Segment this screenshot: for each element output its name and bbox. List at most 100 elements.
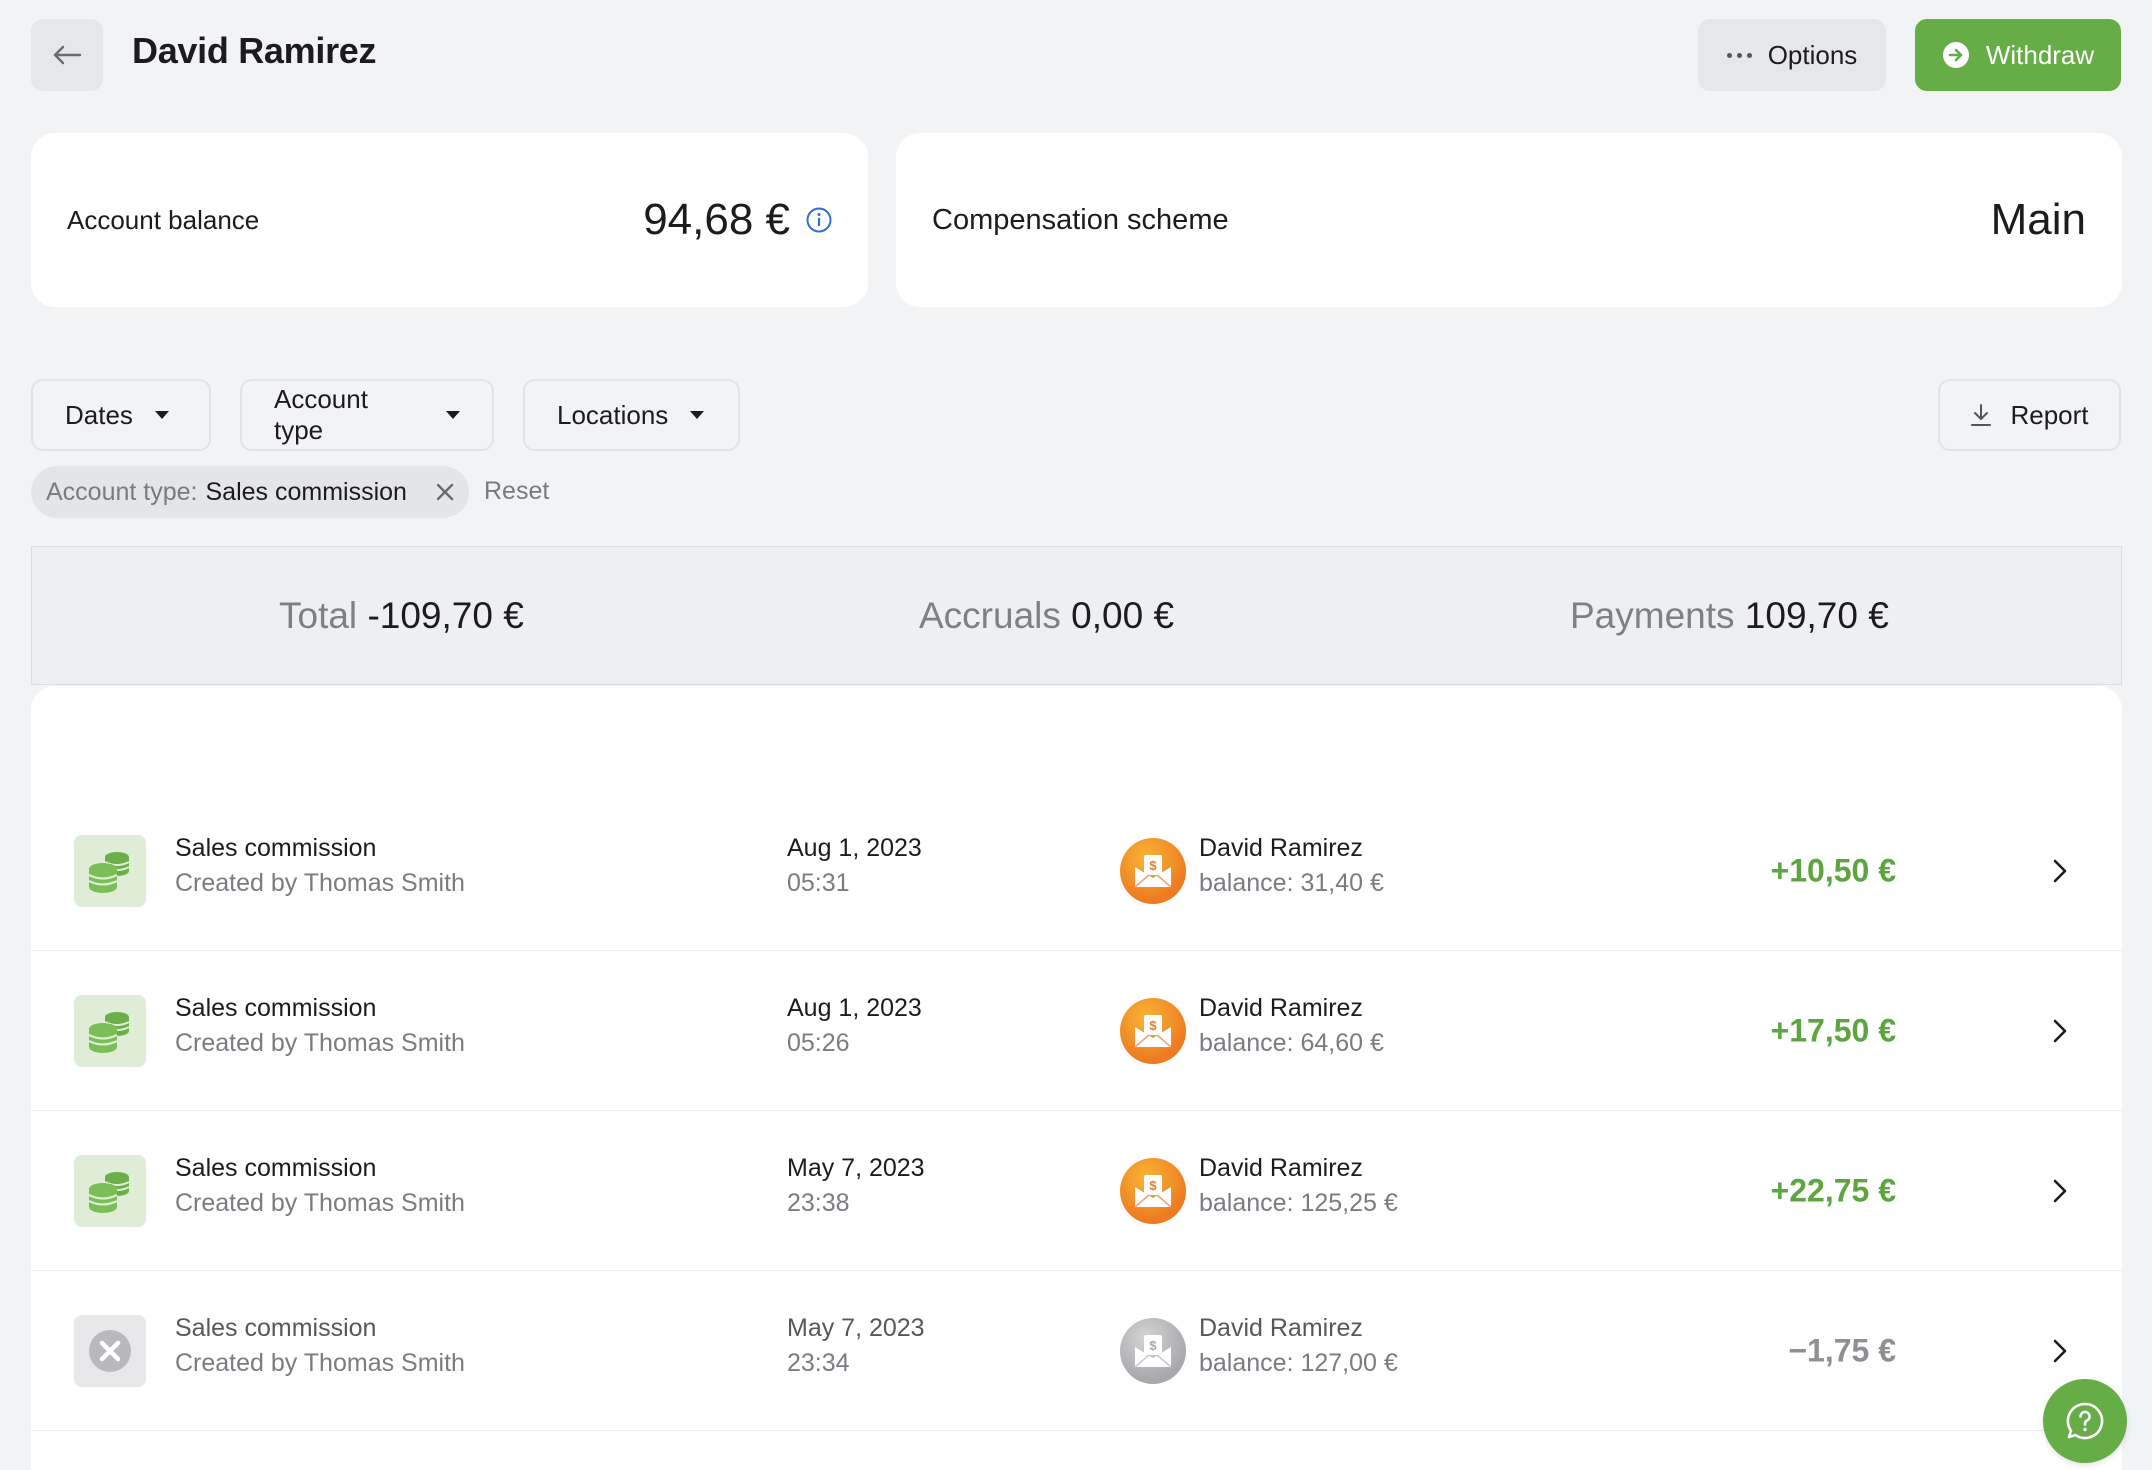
transaction-title: Sales commission <box>175 1314 377 1342</box>
report-label: Report <box>2010 399 2089 430</box>
x-circle-icon <box>74 1314 146 1387</box>
account-balance-label: Account balance <box>67 204 260 235</box>
payments-label: Payments <box>1570 595 1735 636</box>
transaction-creator: Created by Thomas Smith <box>175 869 465 897</box>
back-button[interactable] <box>31 19 103 91</box>
transaction-title: Sales commission <box>175 834 377 862</box>
arrow-circle-right-icon <box>1942 41 1970 69</box>
help-chat-button[interactable] <box>2043 1379 2127 1463</box>
svg-text:$: $ <box>1149 1178 1157 1193</box>
coins-icon <box>74 994 146 1067</box>
page-title: David Ramirez <box>132 30 377 71</box>
locations-filter-label: Locations <box>557 399 669 430</box>
chevron-right-icon[interactable] <box>2052 1178 2068 1204</box>
transaction-date: May 7, 2023 <box>787 1314 925 1342</box>
report-button[interactable]: Report <box>1938 379 2121 451</box>
transactions-list: Sales commission Created by Thomas Smith… <box>31 686 2122 1470</box>
chevron-right-icon[interactable] <box>2052 858 2068 884</box>
accruals-value: 0,00 € <box>1071 595 1175 636</box>
transaction-row[interactable]: Sales commission Created by Thomas Smith… <box>31 1271 2122 1431</box>
totals-bar: Total -109,70 € Accruals 0,00 € Payments… <box>31 546 2122 685</box>
transaction-amount: +17,50 € <box>1770 1012 1896 1048</box>
locations-filter[interactable]: Locations <box>523 379 740 451</box>
coins-icon <box>74 1154 146 1227</box>
transaction-amount: +10,50 € <box>1770 852 1896 888</box>
person-balance: balance: 127,00 € <box>1199 1349 1398 1377</box>
caret-down-icon <box>154 411 169 419</box>
person-info: David Ramirez balance: 127,00 € <box>1199 1311 1398 1381</box>
svg-text:$: $ <box>1149 1018 1157 1033</box>
withdraw-label: Withdraw <box>1985 39 2095 70</box>
transaction-row[interactable]: Sales commission Created by Thomas Smith… <box>31 951 2122 1111</box>
withdraw-button[interactable]: Withdraw <box>1915 19 2121 91</box>
transaction-datetime: May 7, 2023 23:34 <box>787 1311 925 1381</box>
person-info: David Ramirez balance: 31,40 € <box>1199 831 1384 901</box>
transaction-row[interactable]: Sales commission Created by Thomas Smith… <box>31 791 2122 951</box>
options-button[interactable]: Options <box>1698 19 1886 91</box>
transaction-info: Sales commission Created by Thomas Smith <box>175 1151 465 1221</box>
transaction-title: Sales commission <box>175 994 377 1022</box>
chevron-right-icon[interactable] <box>2052 1338 2068 1364</box>
transaction-time: 23:38 <box>787 1189 850 1217</box>
transaction-amount: −1,75 € <box>1788 1332 1896 1368</box>
download-icon <box>1970 403 1992 427</box>
transaction-date: Aug 1, 2023 <box>787 834 922 862</box>
options-label: Options <box>1767 39 1858 70</box>
transaction-creator: Created by Thomas Smith <box>175 1349 465 1377</box>
chip-value: Sales commission <box>205 477 407 506</box>
money-envelope-icon: $ <box>1120 1157 1186 1224</box>
payments-summary: Payments 109,70 € <box>1570 595 1889 637</box>
transaction-info: Sales commission Created by Thomas Smith <box>175 831 465 901</box>
chevron-right-icon[interactable] <box>2052 1018 2068 1044</box>
dates-filter[interactable]: Dates <box>31 379 211 451</box>
active-filter-chip: Account type: Sales commission <box>31 466 469 518</box>
coins-icon <box>74 834 146 907</box>
transaction-title: Sales commission <box>175 1154 377 1182</box>
total-value: -109,70 € <box>367 595 524 636</box>
transaction-time: 05:31 <box>787 869 850 897</box>
person-name: David Ramirez <box>1199 1154 1363 1182</box>
person-balance: balance: 125,25 € <box>1199 1189 1398 1217</box>
transaction-date: May 7, 2023 <box>787 1154 925 1182</box>
chip-key: Account type: <box>46 477 198 506</box>
svg-text:$: $ <box>1149 1338 1157 1353</box>
transaction-info: Sales commission Created by Thomas Smith <box>175 1311 465 1381</box>
reset-filters-link[interactable]: Reset <box>484 477 550 505</box>
total-summary: Total -109,70 € <box>279 595 524 637</box>
transaction-row[interactable]: Sales commission Created by Thomas Smith… <box>31 1111 2122 1271</box>
account-type-filter-label: Account type <box>274 384 368 445</box>
person-balance: balance: 64,60 € <box>1199 1029 1384 1057</box>
account-balance-card: Account balance 94,68 € <box>31 133 868 307</box>
compensation-scheme-label: Compensation scheme <box>932 203 1229 236</box>
payments-value: 109,70 € <box>1744 595 1889 636</box>
person-info: David Ramirez balance: 125,25 € <box>1199 1151 1398 1221</box>
person-balance: balance: 31,40 € <box>1199 869 1384 897</box>
transaction-date: Aug 1, 2023 <box>787 994 922 1022</box>
chat-question-icon <box>2065 1401 2105 1441</box>
total-label: Total <box>279 595 358 636</box>
svg-text:$: $ <box>1149 858 1157 873</box>
transaction-info: Sales commission Created by Thomas Smith <box>175 991 465 1061</box>
account-balance-value: 94,68 € <box>643 195 790 244</box>
close-icon[interactable] <box>435 482 455 502</box>
compensation-scheme-card: Compensation scheme Main <box>896 133 2122 307</box>
accruals-label: Accruals <box>919 595 1061 636</box>
caret-down-icon <box>690 411 705 419</box>
transaction-time: 05:26 <box>787 1029 850 1057</box>
transaction-datetime: Aug 1, 2023 05:31 <box>787 831 922 901</box>
transaction-creator: Created by Thomas Smith <box>175 1189 465 1217</box>
transaction-time: 23:34 <box>787 1349 850 1377</box>
account-type-filter[interactable]: Account type <box>240 379 494 451</box>
accruals-summary: Accruals 0,00 € <box>919 595 1174 637</box>
person-name: David Ramirez <box>1199 994 1363 1022</box>
arrow-left-icon <box>52 44 82 66</box>
dots-icon <box>1726 52 1752 58</box>
dates-filter-label: Dates <box>65 399 133 430</box>
transaction-datetime: Aug 1, 2023 05:26 <box>787 991 922 1061</box>
transaction-creator: Created by Thomas Smith <box>175 1029 465 1057</box>
person-name: David Ramirez <box>1199 1314 1363 1342</box>
compensation-scheme-value: Main <box>1990 195 2086 244</box>
info-icon[interactable] <box>806 207 832 233</box>
transaction-datetime: May 7, 2023 23:38 <box>787 1151 925 1221</box>
caret-down-icon <box>446 411 460 419</box>
